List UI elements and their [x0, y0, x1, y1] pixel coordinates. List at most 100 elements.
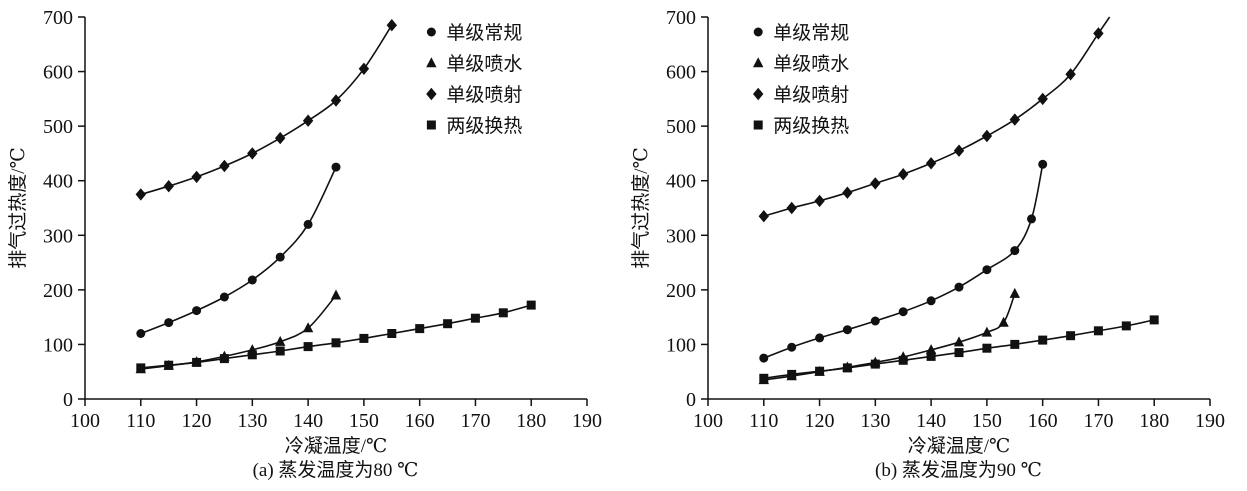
- square-marker: [1038, 335, 1048, 345]
- x-tick-label: 110: [749, 410, 778, 432]
- x-tick-label: 160: [405, 410, 435, 432]
- y-tick-label: 0: [63, 389, 73, 411]
- circle-marker: [275, 252, 285, 262]
- y-tick-label: 300: [666, 225, 696, 247]
- series-circle: [136, 162, 341, 338]
- axes: 100 110 120 130 140 150 160 170 180 1900100200300…: [666, 7, 1225, 432]
- square-marker: [1149, 315, 1159, 325]
- y-tick-label: 500: [666, 116, 696, 138]
- diamond-marker: [842, 186, 853, 199]
- triangle-marker: [1009, 287, 1020, 298]
- y-axis-label: 排气过热度/℃: [7, 147, 29, 269]
- diamond-marker: [386, 19, 397, 32]
- y-tick-label: 400: [666, 171, 696, 193]
- triangle-marker: [302, 322, 314, 333]
- diamond-marker: [870, 177, 881, 190]
- square-marker: [759, 373, 769, 383]
- x-tick-label: 150: [349, 410, 379, 432]
- triangle-marker: [275, 335, 286, 346]
- x-tick-label: 190: [1195, 410, 1225, 432]
- square-marker: [192, 357, 202, 367]
- triangle-marker: [981, 326, 993, 337]
- circle-marker: [753, 27, 763, 37]
- square-marker: [898, 355, 908, 365]
- x-tick-label: 110: [126, 410, 155, 432]
- axes: 100 110 120 130 140 150 160 170 180 1900100200300…: [43, 7, 602, 432]
- square-marker: [387, 329, 397, 338]
- diamond-marker: [753, 87, 764, 101]
- x-tick-label: 140: [916, 410, 946, 432]
- circle-marker: [815, 333, 825, 343]
- square-marker: [415, 324, 425, 334]
- circle-marker: [982, 265, 992, 275]
- x-tick-label: 100: [693, 410, 723, 432]
- circle-marker: [1038, 159, 1048, 169]
- plot-area-b: 100 110 120 130 140 150 160 170 180 1900100200300…: [630, 7, 1225, 457]
- x-tick-label: 130: [237, 410, 267, 432]
- series-diamond: [135, 19, 397, 201]
- square-marker: [787, 369, 797, 379]
- y-tick-label: 100: [666, 334, 696, 356]
- series-circle: [759, 159, 1048, 363]
- diamond-marker: [330, 94, 342, 107]
- diamond-marker: [219, 159, 230, 173]
- square-marker: [470, 313, 480, 323]
- square-marker: [359, 333, 369, 343]
- diamond-marker: [275, 131, 286, 145]
- circle-marker: [1027, 214, 1036, 224]
- diamond-marker: [302, 114, 314, 127]
- triangle-marker: [998, 316, 1009, 327]
- x-tick-label: 170: [460, 410, 490, 432]
- square-marker: [219, 354, 229, 364]
- square-marker: [164, 360, 174, 370]
- legend-label: 单级喷水: [446, 53, 522, 75]
- legend-label: 两级换热: [446, 115, 522, 137]
- square-marker: [331, 338, 341, 348]
- diamond-marker: [163, 180, 174, 193]
- circle-marker: [192, 306, 202, 316]
- circle-marker: [303, 219, 313, 229]
- circle-marker: [842, 325, 852, 335]
- circle-marker: [247, 275, 257, 285]
- y-tick-label: 600: [43, 62, 73, 84]
- circle-marker: [331, 162, 341, 172]
- diamond-marker: [191, 170, 202, 184]
- triangle-marker: [925, 344, 937, 355]
- legend-label: 单级喷射: [773, 84, 849, 106]
- x-tick-label: 160: [1028, 410, 1058, 432]
- chart-caption-b: (b) 蒸发温度为90 ℃: [875, 460, 1042, 481]
- square-marker: [1121, 321, 1131, 331]
- diamond-marker: [898, 168, 909, 181]
- diamond-marker: [953, 144, 965, 157]
- diamond-marker: [758, 210, 769, 223]
- triangle-marker: [753, 57, 764, 68]
- circle-marker: [759, 353, 769, 363]
- square-marker: [982, 343, 992, 353]
- x-tick-label: 170: [1083, 410, 1113, 432]
- diamond-marker: [247, 147, 258, 160]
- plot-area-a: 100 110 120 130 140 150 160 170 180 1900100200300…: [7, 7, 602, 457]
- series-triangle: [135, 289, 342, 374]
- square-marker: [1066, 331, 1076, 341]
- x-tick-label: 180: [516, 410, 546, 432]
- y-tick-label: 500: [43, 116, 73, 138]
- circle-marker: [1010, 246, 1020, 256]
- series-square: [136, 300, 536, 373]
- diamond-marker: [1037, 92, 1048, 106]
- y-tick-label: 200: [43, 280, 73, 302]
- circle-marker: [870, 316, 880, 326]
- x-tick-label: 180: [1139, 410, 1169, 432]
- x-tick-label: 100: [70, 410, 100, 432]
- square-marker: [247, 350, 257, 360]
- square-marker: [526, 300, 536, 310]
- circle-marker: [164, 318, 174, 328]
- square-marker: [815, 366, 825, 376]
- diamond-marker: [1009, 113, 1020, 126]
- y-tick-label: 700: [43, 7, 73, 29]
- diamond-marker: [981, 129, 993, 143]
- square-marker: [136, 363, 146, 373]
- y-axis-label: 排气过热度/℃: [630, 147, 652, 269]
- circle-marker: [926, 296, 936, 306]
- square-marker: [954, 348, 964, 358]
